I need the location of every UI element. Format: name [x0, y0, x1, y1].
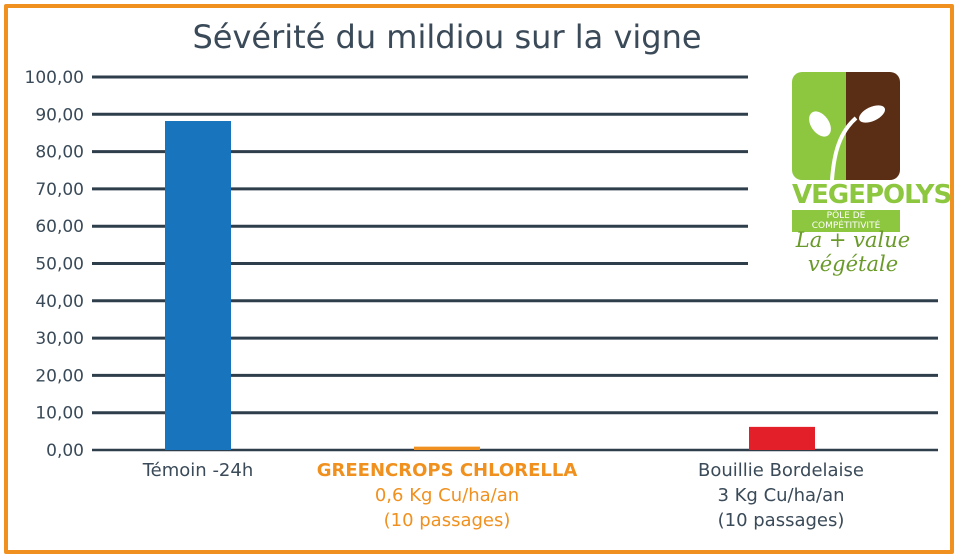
- leaf-sprout-icon: [809, 105, 886, 180]
- y-tick-label: 10,00: [35, 404, 84, 424]
- logo-subtitle: PÔLE DE COMPÉTITIVITÉ: [792, 210, 900, 232]
- y-tick-label: 90,00: [35, 105, 84, 125]
- logo-tagline: La + value végétale: [795, 228, 911, 276]
- x-category-line: GREENCROPS CHLORELLA: [316, 460, 578, 481]
- bar-1: [414, 446, 480, 450]
- x-category-passages: (10 passages): [383, 510, 511, 531]
- y-tick-label: 0,00: [46, 441, 84, 461]
- x-category-greencrops: GREENCROPS CHLORELLA 0,6 Kg Cu/ha/an (10…: [287, 458, 607, 533]
- x-category-line: Bouillie Bordelaise: [698, 460, 864, 481]
- y-tick-label: 30,00: [35, 329, 84, 349]
- y-tick-label: 40,00: [35, 292, 84, 312]
- x-category-bouillie: Bouillie Bordelaise 3 Kg Cu/ha/an (10 pa…: [656, 458, 906, 533]
- bar-2: [749, 426, 815, 450]
- y-tick-label: 100,00: [25, 68, 84, 88]
- vegepolys-logo: VEGEPOLYS PÔLE DE COMPÉTITIVITÉ La + val…: [778, 72, 952, 276]
- y-tick-label: 70,00: [35, 180, 84, 200]
- y-tick-label: 50,00: [35, 255, 84, 275]
- x-category-passages: (10 passages): [717, 510, 845, 531]
- logo-mark-brown: [846, 72, 900, 180]
- chart-title: Sévérité du mildiou sur la vigne: [192, 18, 702, 56]
- x-category-temoin: Témoin -24h: [98, 458, 298, 483]
- logo-name: VEGEPOLYS: [792, 180, 952, 210]
- x-category-line: Témoin -24h: [142, 460, 254, 481]
- y-tick-label: 60,00: [35, 217, 84, 237]
- x-category-dose: 3 Kg Cu/ha/an: [717, 485, 845, 506]
- logo-mark: [792, 72, 900, 180]
- y-tick-label: 20,00: [35, 366, 84, 386]
- bar-0: [165, 121, 231, 450]
- y-tick-label: 80,00: [35, 143, 84, 163]
- x-category-dose: 0,6 Kg Cu/ha/an: [374, 485, 520, 506]
